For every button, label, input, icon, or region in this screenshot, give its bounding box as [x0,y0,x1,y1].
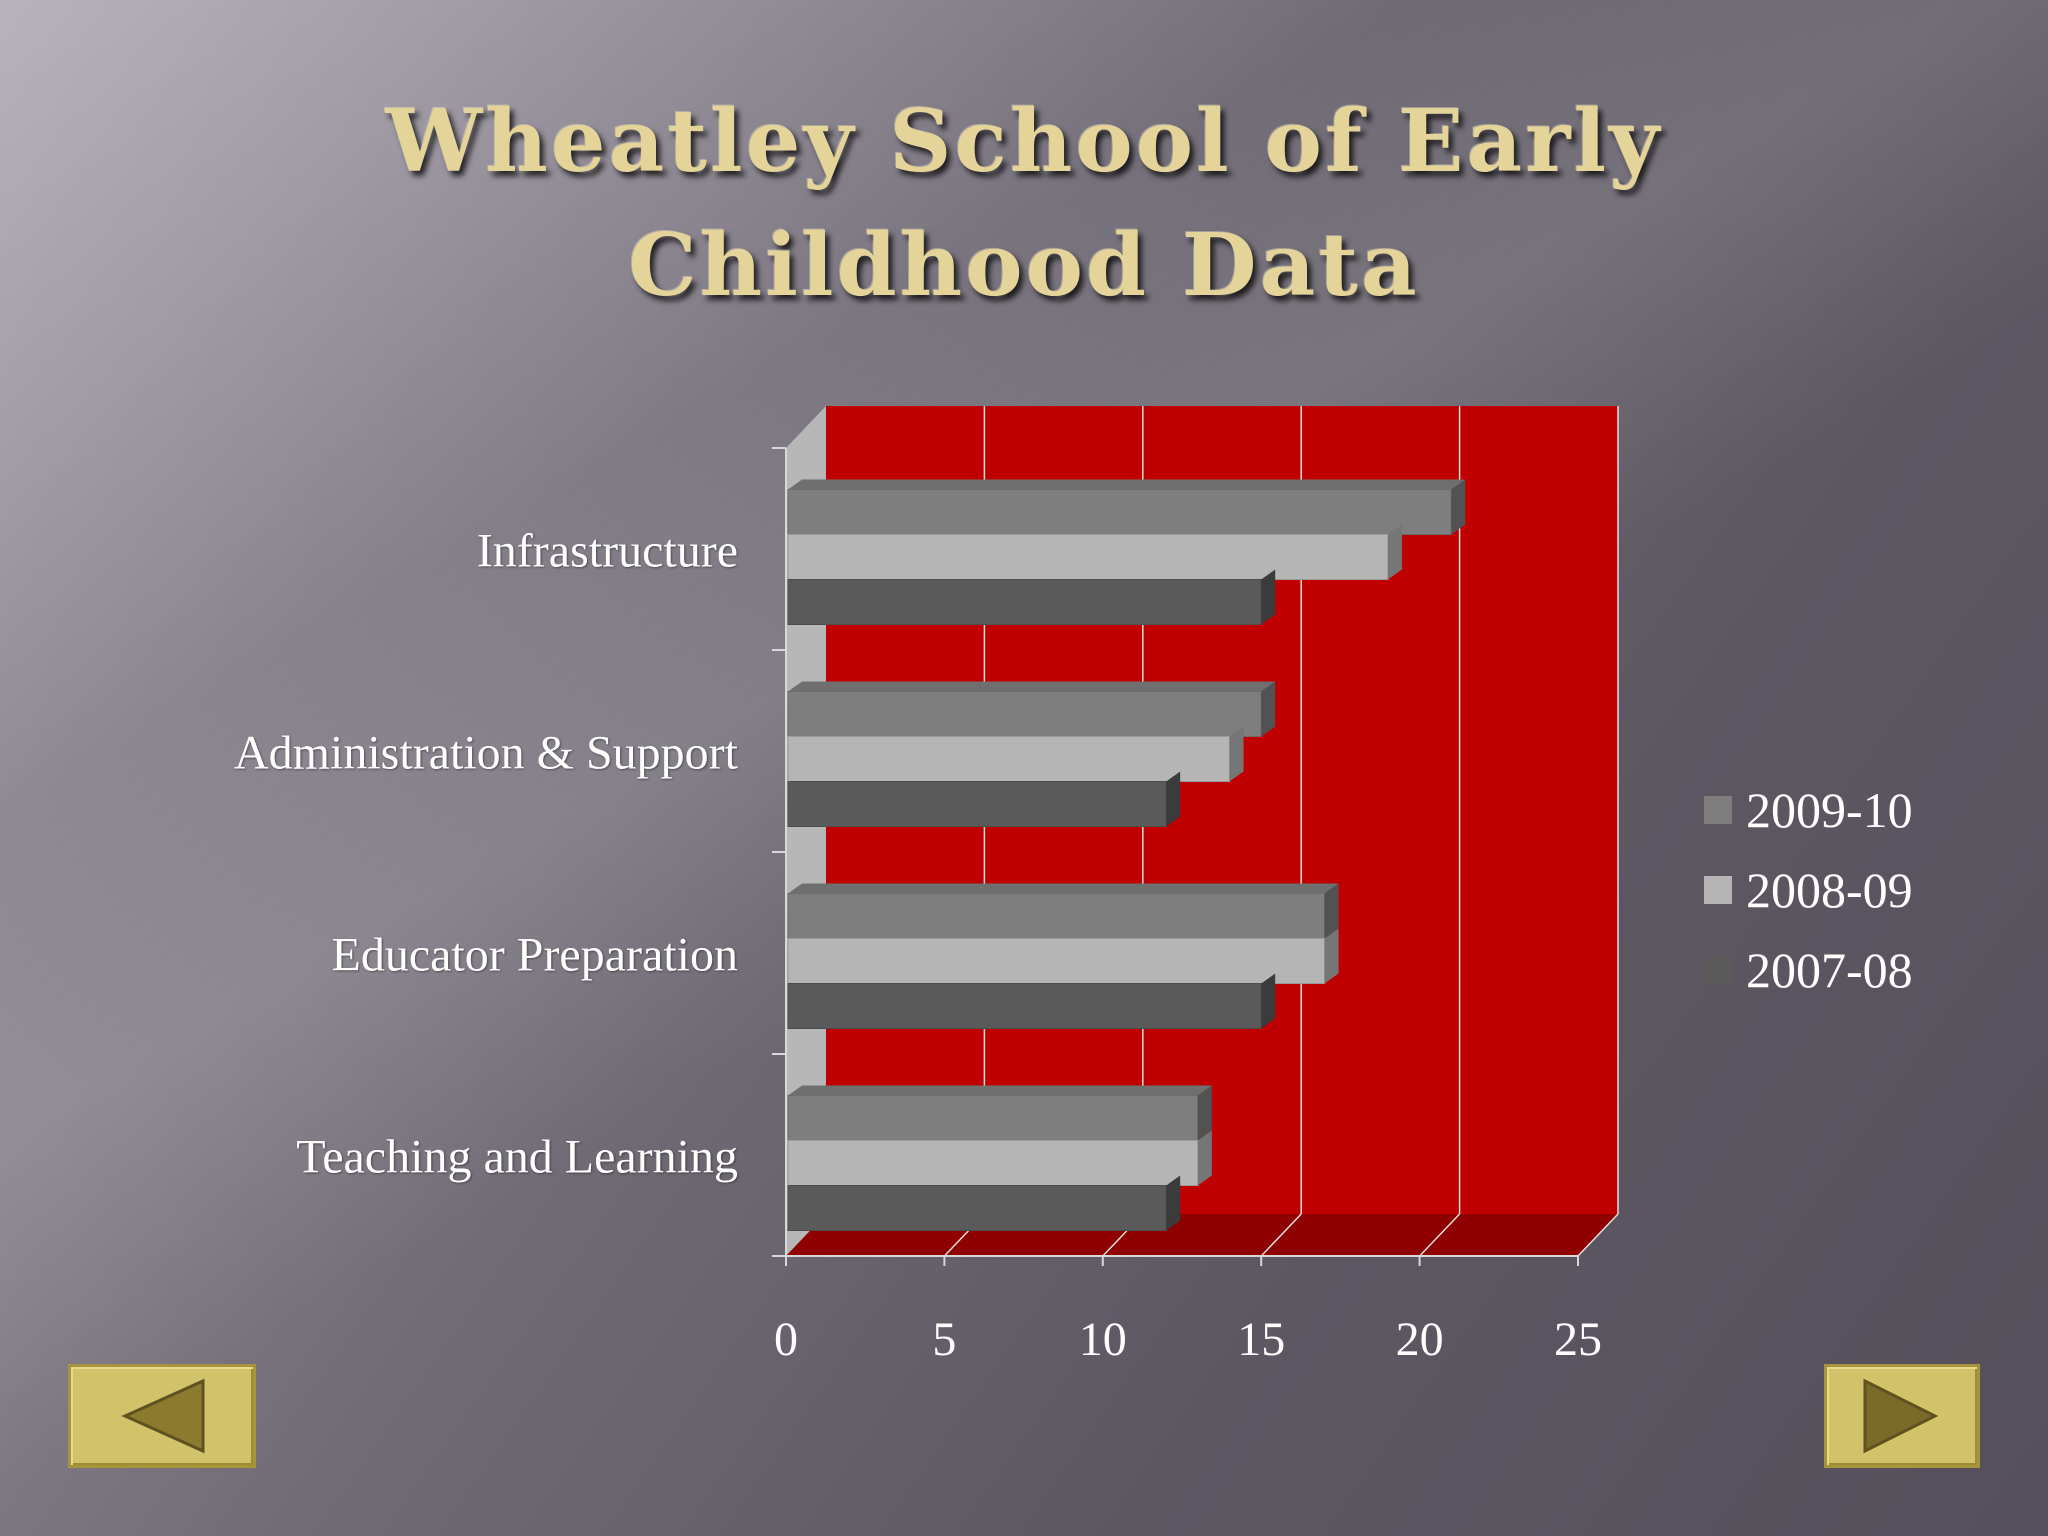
bar-top-face [788,1085,1212,1096]
bar [787,983,1262,1029]
slide-title: Wheatley School of Early Childhood Data [200,80,1848,328]
category-label: Infrastructure [476,524,738,578]
bar [787,893,1326,939]
category-label: Administration & Support [234,726,738,780]
bar [787,781,1167,827]
bar [787,489,1452,535]
bar-end-face [1261,681,1276,737]
bar [787,691,1262,737]
legend-swatch [1704,796,1732,824]
x-tick-label: 5 [932,1313,957,1366]
bar [787,938,1326,984]
legend-item: 2009-10 [1704,770,1913,850]
bar-top-face [788,681,1276,692]
title-line-2: Childhood Data [628,215,1420,316]
legend-label: 2007-08 [1746,942,1913,998]
bar-end-face [1387,524,1402,580]
x-tick-label: 15 [1237,1313,1286,1366]
gridline-floor [1260,1213,1302,1257]
bar-end-face [1261,973,1276,1029]
gridline-floor [1419,1213,1461,1257]
gridline-floor [1577,1213,1619,1257]
bar-end-face [1261,569,1276,625]
chart-legend: 2009-10 2008-09 2007-08 [1704,770,1913,1010]
bar-end-face [1229,726,1244,782]
bar-end-face [1166,1175,1181,1231]
category-label: Teaching and Learning [296,1130,738,1184]
legend-label: 2009-10 [1746,782,1913,838]
legend-label: 2008-09 [1746,862,1913,918]
bar-end-face [1197,1085,1212,1141]
x-tick-label: 25 [1554,1313,1602,1366]
bar-end-face [1166,771,1181,827]
bar-end-face [1324,883,1339,939]
bar-end-face [1197,1130,1212,1186]
legend-swatch [1704,876,1732,904]
triangle-left-icon [121,1378,205,1454]
next-slide-button[interactable] [1824,1364,1980,1468]
previous-slide-button[interactable] [68,1364,256,1468]
bar-end-face [1451,479,1466,535]
bar-top-face [788,479,1466,490]
legend-swatch [1704,956,1732,984]
category-label: Educator Preparation [331,928,739,982]
bar [787,1140,1199,1186]
legend-item: 2008-09 [1704,850,1913,930]
bar [787,1095,1199,1141]
legend-item: 2007-08 [1704,930,1913,1010]
bar [787,1185,1167,1231]
x-tick-label: 20 [1395,1313,1444,1366]
triangle-right-icon [1863,1378,1939,1454]
x-tick-label: 0 [774,1313,798,1366]
bar [787,736,1231,782]
title-line-1: Wheatley School of Early [385,91,1663,192]
bar [787,579,1262,625]
bar-end-face [1324,928,1339,984]
bar [787,534,1389,580]
bar-top-face [788,883,1339,894]
x-tick-label: 10 [1078,1313,1127,1366]
